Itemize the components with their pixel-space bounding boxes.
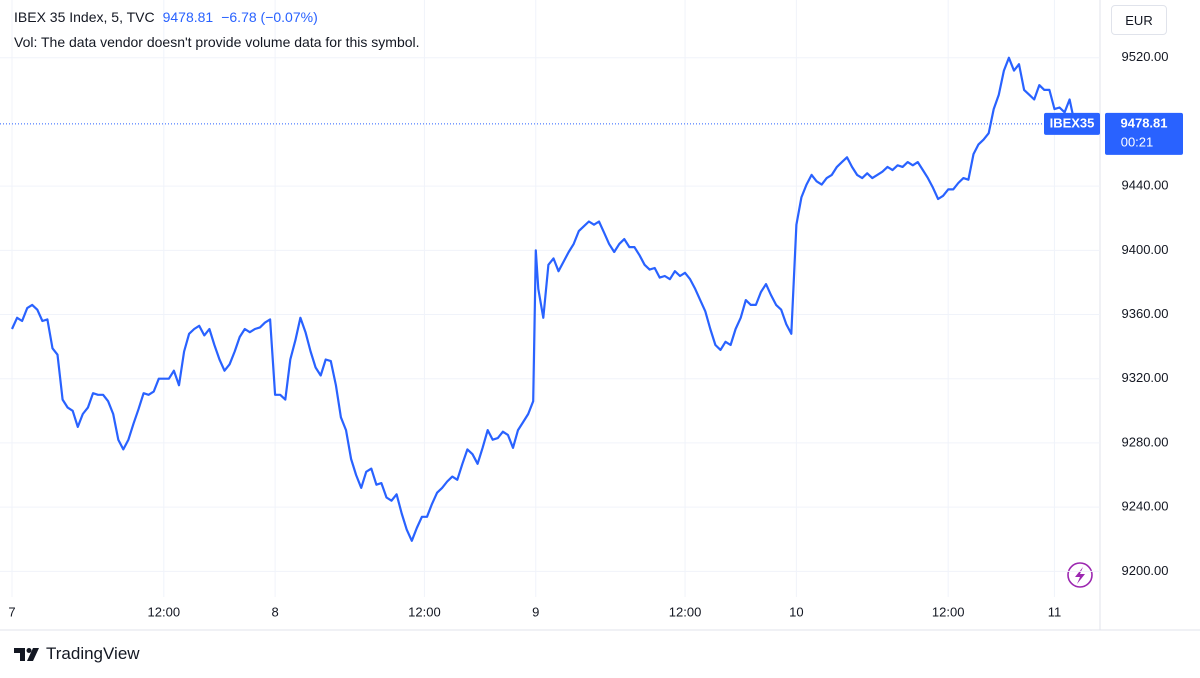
price-line bbox=[10, 56, 1076, 542]
volume-note: Vol: The data vendor doesn't provide vol… bbox=[14, 34, 420, 50]
price-change: −6.78 (−0.07%) bbox=[221, 9, 318, 25]
grid bbox=[0, 0, 1100, 597]
y-tick-label: 9400.00 bbox=[1122, 242, 1169, 257]
y-tick-label: 9320.00 bbox=[1122, 370, 1169, 385]
x-tick-label: 11 bbox=[1048, 604, 1062, 619]
x-tick-label: 12:00 bbox=[148, 604, 181, 619]
brand: TradingView bbox=[14, 644, 140, 664]
x-tick-label: 12:00 bbox=[408, 604, 441, 619]
symbol-title: IBEX 35 Index, 5, TVC bbox=[14, 9, 155, 25]
x-tick-label: 12:00 bbox=[669, 604, 702, 619]
brand-name: TradingView bbox=[46, 644, 140, 663]
currency-button[interactable]: EUR bbox=[1111, 5, 1167, 35]
x-tick-label: 7 bbox=[8, 604, 15, 619]
x-tick-label: 9 bbox=[532, 604, 539, 619]
price-badge: 9478.81 bbox=[1121, 115, 1168, 130]
y-tick-label: 9200.00 bbox=[1122, 563, 1169, 578]
symbol-badge: IBEX35 bbox=[1050, 115, 1095, 130]
y-tick-label: 9440.00 bbox=[1122, 178, 1169, 193]
y-tick-label: 9240.00 bbox=[1122, 499, 1169, 514]
last-price: 9478.81 bbox=[162, 9, 214, 25]
symbol-badge-bg bbox=[1044, 112, 1100, 135]
price-badge-bg bbox=[1105, 112, 1183, 155]
y-tick-label: 9360.00 bbox=[1122, 306, 1169, 321]
x-tick-label: 8 bbox=[272, 604, 279, 619]
bolt-icon[interactable] bbox=[1067, 562, 1093, 588]
x-tick-label: 10 bbox=[789, 604, 803, 619]
x-tick-label: 12:00 bbox=[932, 604, 965, 619]
y-tick-label: 9280.00 bbox=[1122, 434, 1169, 449]
y-tick-label: 9520.00 bbox=[1122, 49, 1169, 64]
brand-logo bbox=[14, 648, 39, 661]
countdown: 00:21 bbox=[1121, 134, 1154, 149]
legend-header: IBEX 35 Index, 5, TVC 9478.81 −6.78 (−0.07… bbox=[14, 9, 318, 25]
